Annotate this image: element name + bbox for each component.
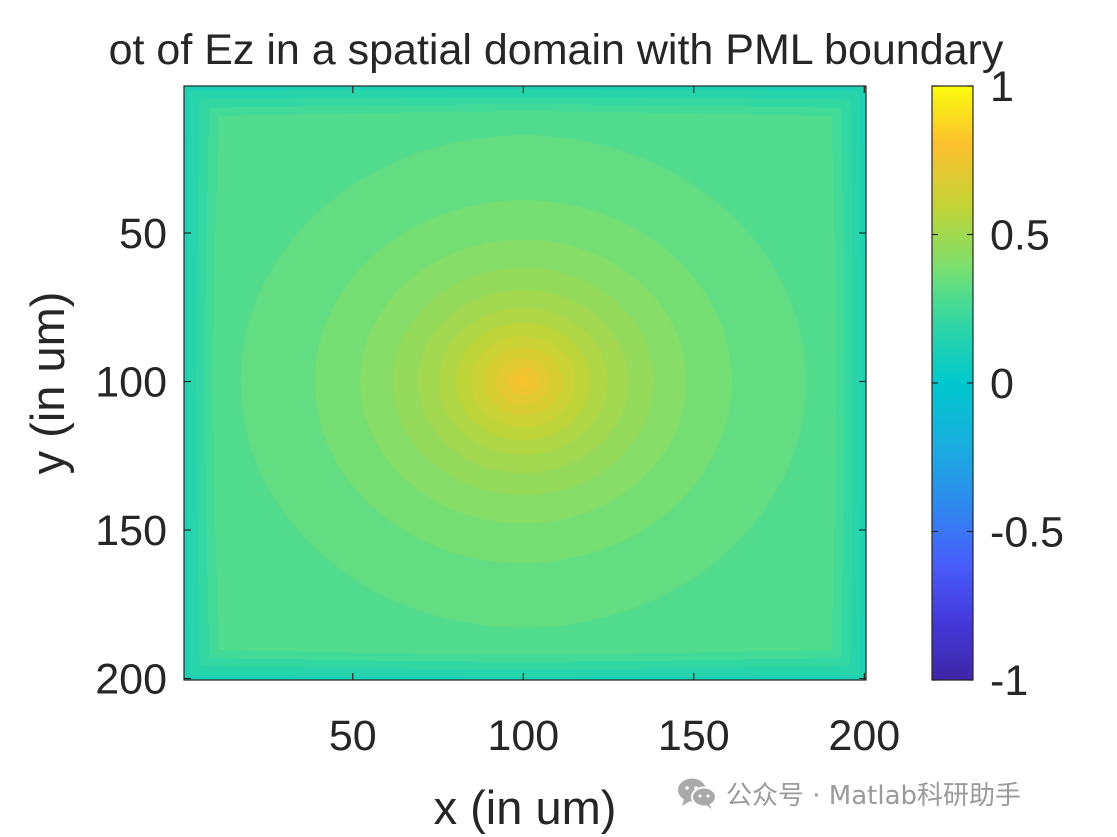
watermark: 公众号 · Matlab科研助手 — [676, 776, 1022, 811]
y-tick-label: 100 — [95, 359, 167, 407]
heatmap-image — [184, 86, 866, 680]
x-axis-label: x (in um) — [434, 781, 617, 834]
colorbar-tick-label: -1 — [990, 657, 1028, 705]
colorbar-tick-label: 0.5 — [990, 212, 1050, 260]
chart-title: ot of Ez in a spatial domain with PML bo… — [109, 26, 1004, 74]
colorbar-ticks: 1 0.5 0 -0.5 -1 — [932, 63, 1064, 705]
y-axis-ticks: 50 100 150 200 — [95, 210, 866, 704]
y-axis-label: y (in um) — [21, 292, 74, 475]
colorbar-tick-label: 0 — [990, 360, 1014, 408]
colorbar-tick-label: 1 — [990, 63, 1014, 111]
wechat-icon — [678, 778, 717, 809]
x-tick-label: 200 — [828, 712, 900, 760]
x-tick-label: 150 — [658, 712, 730, 760]
plot-frame — [183, 85, 867, 681]
colorbar: 1 0.5 0 -0.5 -1 — [931, 63, 1064, 705]
x-tick-label: 50 — [329, 712, 377, 760]
y-tick-label: 200 — [95, 656, 167, 704]
y-tick-label: 50 — [119, 210, 167, 258]
x-tick-label: 100 — [487, 712, 559, 760]
watermark-text: 公众号 · Matlab科研助手 — [726, 780, 1022, 811]
heatmap-plot-area: 50 100 150 200 50 100 150 200 — [95, 85, 900, 760]
y-tick-label: 150 — [95, 507, 167, 555]
colorbar-gradient — [932, 86, 973, 680]
x-axis-ticks: 50 100 150 200 — [329, 86, 900, 760]
colorbar-tick-label: -0.5 — [990, 509, 1064, 557]
